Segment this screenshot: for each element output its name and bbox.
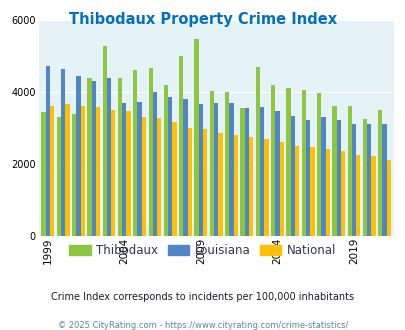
- Bar: [61, 69, 65, 236]
- Bar: [301, 90, 305, 236]
- Bar: [213, 103, 218, 236]
- Bar: [309, 147, 314, 236]
- Bar: [290, 115, 294, 236]
- Text: Thibodaux Property Crime Index: Thibodaux Property Crime Index: [69, 12, 336, 26]
- Bar: [183, 99, 187, 236]
- Bar: [362, 119, 366, 236]
- Bar: [126, 111, 130, 236]
- Bar: [148, 68, 152, 236]
- Bar: [187, 128, 192, 236]
- Bar: [240, 108, 244, 236]
- Bar: [294, 146, 298, 236]
- Bar: [102, 46, 107, 236]
- Bar: [87, 78, 91, 236]
- Bar: [316, 93, 320, 236]
- Bar: [305, 120, 309, 236]
- Bar: [198, 105, 202, 236]
- Bar: [91, 81, 96, 236]
- Bar: [275, 111, 279, 236]
- Bar: [255, 67, 259, 236]
- Bar: [340, 150, 344, 236]
- Bar: [152, 92, 157, 236]
- Bar: [157, 118, 161, 236]
- Bar: [76, 76, 80, 236]
- Bar: [351, 123, 355, 236]
- Bar: [194, 39, 198, 236]
- Bar: [371, 156, 375, 236]
- Bar: [141, 117, 146, 236]
- Bar: [229, 103, 233, 236]
- Bar: [386, 160, 390, 236]
- Bar: [209, 91, 213, 236]
- Bar: [117, 78, 122, 236]
- Bar: [286, 88, 290, 236]
- Text: Crime Index corresponds to incidents per 100,000 inhabitants: Crime Index corresponds to incidents per…: [51, 292, 354, 302]
- Bar: [50, 106, 54, 236]
- Bar: [179, 56, 183, 236]
- Bar: [72, 114, 76, 236]
- Bar: [41, 112, 45, 236]
- Bar: [271, 85, 275, 236]
- Bar: [248, 137, 253, 236]
- Bar: [96, 107, 100, 236]
- Bar: [279, 142, 283, 236]
- Bar: [111, 110, 115, 236]
- Bar: [80, 106, 85, 236]
- Bar: [244, 108, 248, 236]
- Bar: [336, 120, 340, 236]
- Bar: [320, 117, 325, 236]
- Bar: [172, 122, 176, 236]
- Bar: [122, 103, 126, 236]
- Bar: [137, 102, 141, 236]
- Bar: [377, 110, 382, 236]
- Bar: [133, 70, 137, 236]
- Bar: [366, 123, 371, 236]
- Bar: [331, 106, 336, 236]
- Bar: [259, 107, 264, 236]
- Bar: [65, 105, 69, 236]
- Bar: [224, 92, 229, 236]
- Bar: [45, 66, 50, 236]
- Bar: [107, 78, 111, 236]
- Bar: [355, 155, 360, 236]
- Bar: [347, 106, 351, 236]
- Bar: [264, 139, 268, 236]
- Bar: [57, 117, 61, 236]
- Legend: Thibodaux, Louisiana, National: Thibodaux, Louisiana, National: [67, 242, 338, 260]
- Bar: [218, 133, 222, 236]
- Bar: [325, 149, 329, 236]
- Bar: [168, 97, 172, 236]
- Bar: [164, 85, 168, 236]
- Bar: [233, 135, 237, 236]
- Bar: [202, 129, 207, 236]
- Text: © 2025 CityRating.com - https://www.cityrating.com/crime-statistics/: © 2025 CityRating.com - https://www.city…: [58, 321, 347, 330]
- Bar: [382, 124, 386, 236]
